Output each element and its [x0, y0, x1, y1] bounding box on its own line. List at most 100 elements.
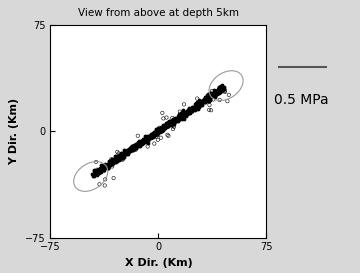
Point	[91, 168, 97, 173]
Point	[165, 133, 170, 137]
Point	[94, 173, 100, 177]
Point	[222, 90, 228, 94]
Point	[143, 135, 149, 139]
X-axis label: X Dir. (Km): X Dir. (Km)	[125, 258, 192, 268]
Point	[160, 126, 166, 131]
Point	[136, 143, 142, 147]
Point	[167, 121, 173, 126]
Point	[215, 88, 221, 92]
Point	[189, 109, 195, 114]
Point	[171, 119, 177, 124]
Point	[109, 161, 115, 165]
Point	[146, 136, 152, 141]
Point	[170, 118, 175, 123]
Point	[191, 107, 197, 111]
Point	[142, 138, 148, 142]
Point	[143, 136, 149, 140]
Point	[185, 108, 191, 112]
Point	[138, 140, 144, 144]
Point	[90, 172, 95, 176]
Point	[158, 129, 164, 133]
Point	[152, 132, 158, 136]
Point	[103, 163, 108, 167]
Point	[98, 167, 103, 171]
Point	[147, 135, 153, 139]
Point	[144, 134, 150, 139]
Point	[144, 136, 150, 140]
Point	[113, 157, 119, 161]
Point	[173, 119, 179, 123]
Point	[118, 153, 123, 158]
Point	[138, 140, 144, 145]
Point	[218, 88, 224, 93]
Point	[212, 93, 218, 97]
Point	[155, 128, 161, 132]
Point	[111, 176, 117, 180]
Point	[128, 144, 134, 149]
Point	[194, 102, 200, 106]
Point	[119, 155, 125, 159]
Point	[96, 168, 102, 172]
Point	[125, 149, 131, 153]
Point	[141, 138, 147, 142]
Point	[180, 110, 185, 114]
Point	[196, 105, 202, 109]
Point	[157, 129, 162, 133]
Point	[125, 152, 131, 156]
Point	[105, 162, 111, 167]
Point	[175, 115, 181, 119]
Point	[184, 110, 190, 114]
Point	[149, 132, 154, 136]
Point	[198, 100, 204, 104]
Point	[157, 129, 163, 134]
Point	[158, 129, 164, 133]
Point	[109, 159, 115, 163]
Point	[145, 141, 150, 145]
Point	[155, 130, 161, 134]
Point	[194, 103, 200, 107]
Point	[191, 107, 197, 111]
Point	[180, 112, 185, 117]
Point	[133, 146, 139, 150]
Point	[202, 95, 208, 99]
Point	[140, 140, 146, 144]
Point	[202, 99, 207, 103]
Point	[175, 118, 181, 122]
Point	[202, 99, 208, 103]
Point	[102, 183, 108, 188]
Point	[108, 160, 113, 164]
Point	[93, 160, 99, 164]
Point	[183, 111, 188, 115]
Point	[193, 103, 199, 107]
Point	[131, 146, 137, 150]
Point	[168, 119, 174, 123]
Point	[180, 114, 186, 118]
Point	[179, 112, 184, 117]
Point	[124, 149, 130, 154]
Point	[152, 141, 157, 146]
Point	[106, 160, 112, 165]
Point	[173, 117, 179, 121]
Point	[217, 90, 222, 94]
Point	[172, 118, 177, 122]
Point	[195, 101, 201, 105]
Point	[164, 121, 170, 125]
Point	[138, 138, 144, 143]
Point	[180, 114, 185, 118]
Point	[116, 154, 122, 158]
Point	[170, 117, 176, 121]
Point	[112, 158, 117, 162]
Point	[172, 117, 177, 122]
Point	[108, 158, 114, 162]
Point	[157, 128, 163, 133]
Point	[195, 102, 201, 106]
Point	[112, 158, 118, 162]
Point	[112, 157, 118, 161]
Point	[194, 100, 200, 105]
Point	[193, 105, 199, 109]
Point	[131, 147, 137, 151]
Point	[124, 150, 130, 155]
Point	[117, 157, 123, 161]
Point	[144, 136, 150, 141]
Point	[206, 93, 212, 97]
